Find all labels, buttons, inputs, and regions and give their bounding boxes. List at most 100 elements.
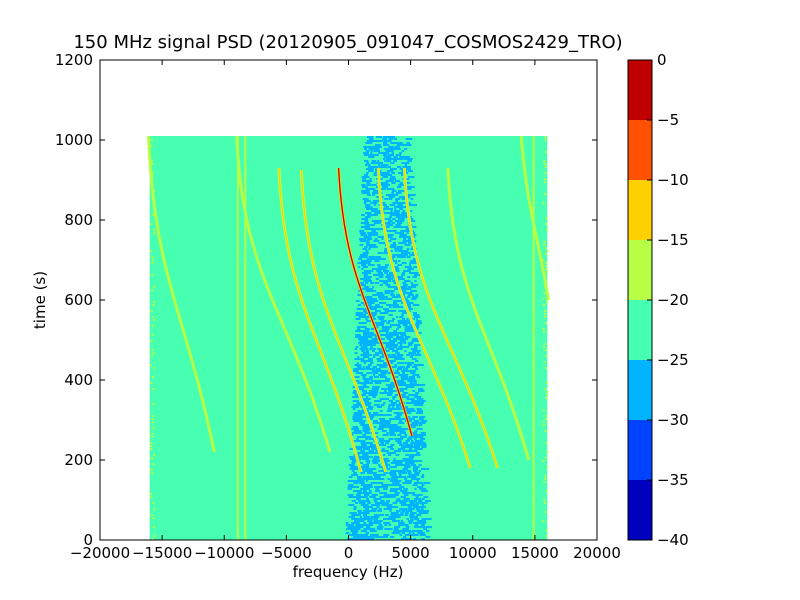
edge-speck bbox=[542, 409, 545, 411]
noise-speck bbox=[370, 282, 373, 284]
noise-speck bbox=[385, 354, 391, 356]
noise-speck bbox=[401, 150, 405, 152]
noise-speck bbox=[425, 526, 432, 528]
noise-speck bbox=[364, 446, 367, 448]
noise-speck bbox=[420, 512, 426, 514]
noise-speck bbox=[368, 290, 371, 292]
noise-speck bbox=[372, 224, 376, 226]
noise-speck bbox=[371, 316, 375, 318]
noise-speck bbox=[367, 262, 371, 264]
noise-speck bbox=[378, 182, 385, 184]
noise-speck bbox=[371, 184, 377, 186]
noise-speck bbox=[400, 380, 405, 382]
x-axis: −20000 −15000 −10000 −5000 0 5000 10000 15000 20… bbox=[70, 60, 621, 562]
noise-speck bbox=[417, 400, 422, 402]
noise-speck bbox=[368, 340, 374, 342]
noise-speck bbox=[372, 286, 375, 288]
noise-speck bbox=[366, 240, 370, 242]
noise-speck bbox=[422, 442, 426, 444]
noise-speck bbox=[377, 510, 380, 512]
noise-speck bbox=[407, 386, 411, 388]
noise-speck bbox=[378, 162, 383, 164]
noise-speck bbox=[365, 512, 368, 514]
noise-speck bbox=[382, 362, 390, 364]
noise-speck bbox=[368, 234, 374, 236]
noise-speck bbox=[412, 454, 416, 456]
noise-speck bbox=[386, 506, 394, 508]
noise-speck bbox=[414, 444, 421, 446]
noise-speck bbox=[363, 516, 371, 518]
noise-speck bbox=[360, 440, 366, 442]
noise-speck bbox=[381, 330, 389, 332]
noise-speck bbox=[383, 518, 386, 520]
noise-speck bbox=[365, 438, 369, 440]
noise-speck bbox=[360, 278, 366, 280]
noise-speck bbox=[367, 468, 373, 470]
noise-speck bbox=[364, 148, 367, 150]
noise-speck bbox=[379, 280, 382, 282]
edge-speck bbox=[152, 421, 155, 423]
noise-speck bbox=[411, 296, 418, 298]
noise-speck bbox=[401, 532, 405, 534]
noise-speck bbox=[373, 312, 378, 314]
noise-speck bbox=[368, 180, 373, 182]
noise-speck bbox=[400, 512, 404, 514]
noise-speck bbox=[375, 304, 380, 306]
noise-speck bbox=[374, 386, 380, 388]
noise-speck bbox=[353, 482, 359, 484]
noise-speck bbox=[411, 398, 415, 400]
noise-speck bbox=[412, 460, 417, 462]
noise-speck bbox=[372, 414, 379, 416]
noise-speck bbox=[374, 478, 379, 480]
noise-speck bbox=[406, 476, 414, 478]
noise-speck bbox=[388, 388, 393, 390]
noise-speck bbox=[372, 390, 379, 392]
edge-speck bbox=[153, 229, 156, 231]
noise-speck bbox=[411, 284, 419, 286]
noise-speck bbox=[366, 484, 373, 486]
edge-speck bbox=[544, 253, 547, 255]
noise-speck bbox=[395, 358, 402, 360]
noise-speck bbox=[395, 262, 398, 264]
colorbar-tick-label: −35 bbox=[657, 471, 689, 489]
noise-speck bbox=[402, 292, 408, 294]
noise-speck bbox=[405, 446, 412, 448]
noise-speck bbox=[360, 524, 366, 526]
noise-speck bbox=[397, 250, 404, 252]
noise-speck bbox=[407, 308, 413, 310]
noise-speck bbox=[391, 354, 394, 356]
noise-speck bbox=[404, 164, 408, 166]
noise-speck bbox=[403, 158, 410, 160]
noise-speck bbox=[362, 356, 370, 358]
noise-speck bbox=[392, 320, 394, 322]
edge-speck bbox=[544, 310, 547, 312]
noise-speck bbox=[411, 380, 417, 382]
noise-speck bbox=[366, 372, 372, 374]
edge-speck bbox=[545, 397, 548, 399]
noise-speck bbox=[406, 418, 413, 420]
edge-speck bbox=[152, 415, 155, 417]
noise-speck bbox=[369, 224, 374, 226]
noise-speck bbox=[398, 438, 404, 440]
noise-speck bbox=[417, 422, 424, 424]
noise-speck bbox=[365, 366, 371, 368]
noise-speck bbox=[365, 172, 369, 174]
noise-speck bbox=[362, 392, 367, 394]
noise-speck bbox=[369, 142, 373, 144]
noise-speck bbox=[405, 392, 409, 394]
noise-speck bbox=[357, 432, 363, 434]
noise-speck bbox=[390, 402, 397, 404]
noise-speck bbox=[350, 448, 354, 450]
noise-speck bbox=[360, 346, 368, 348]
noise-speck bbox=[388, 138, 393, 140]
noise-speck bbox=[399, 208, 404, 210]
x-tick-label: 0 bbox=[344, 544, 354, 562]
noise-speck bbox=[405, 302, 412, 304]
noise-speck bbox=[402, 528, 406, 530]
noise-speck bbox=[355, 394, 359, 396]
edge-speck bbox=[151, 172, 154, 174]
edge-speck bbox=[543, 361, 546, 363]
noise-speck bbox=[381, 266, 388, 268]
noise-speck bbox=[366, 226, 370, 228]
noise-speck bbox=[353, 490, 361, 492]
